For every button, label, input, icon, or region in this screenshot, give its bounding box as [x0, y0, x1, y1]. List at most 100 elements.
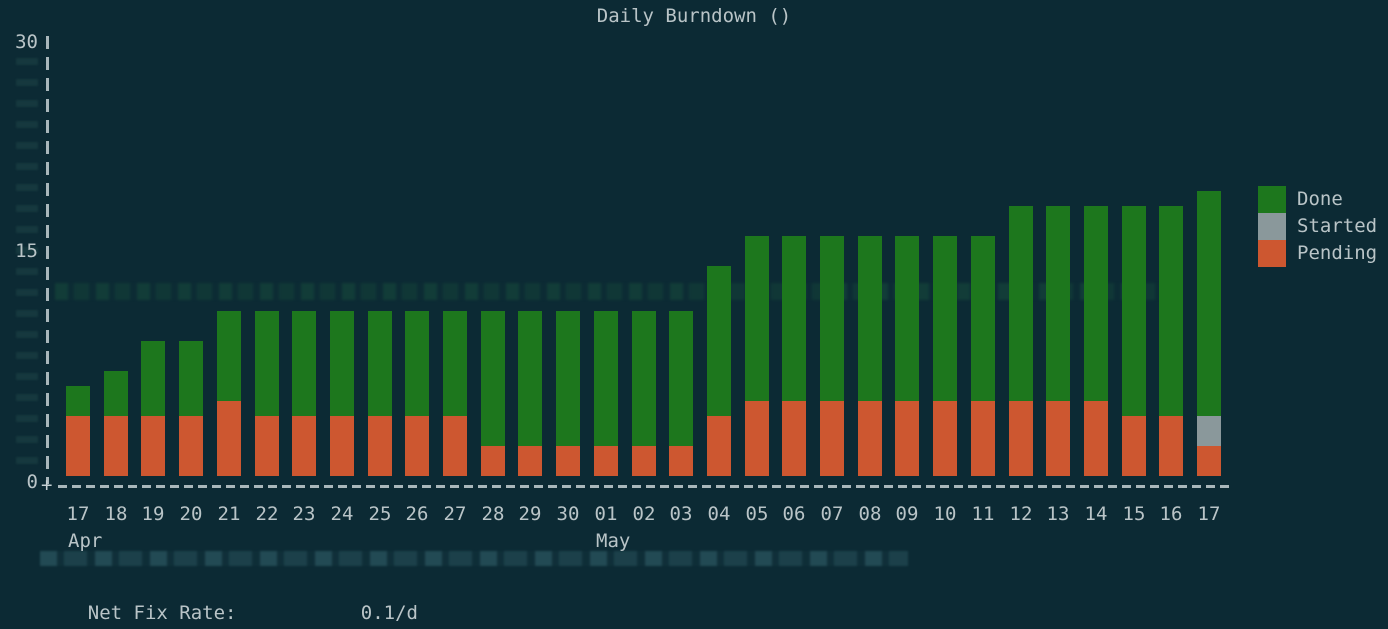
x-axis-tick-6: 23: [292, 503, 316, 525]
segment-done: [895, 236, 919, 401]
x-axis-tick-22: 09: [895, 503, 919, 525]
x-axis-tick-16: 03: [669, 503, 693, 525]
segment-done: [141, 341, 165, 416]
segment-done: [104, 371, 128, 416]
segment-done: [1197, 191, 1221, 416]
segment-pending: [217, 401, 241, 476]
bar-5-day-22: [255, 311, 279, 476]
bar-18-day-05: [745, 236, 769, 476]
segment-done: [443, 311, 467, 416]
segment-done: [745, 236, 769, 401]
y-axis-tick-0: 0: [26, 471, 38, 493]
bar-16-day-03: [669, 311, 693, 476]
x-axis-tick-18: 05: [745, 503, 769, 525]
segment-pending: [1122, 416, 1146, 476]
bar-19-day-06: [782, 236, 806, 476]
segment-done: [518, 311, 542, 446]
x-axis-tick-28: 15: [1122, 503, 1146, 525]
bar-7-day-24: [330, 311, 354, 476]
x-axis-tick-30: 17: [1197, 503, 1221, 525]
segment-done: [481, 311, 505, 446]
x-axis-tick-9: 26: [405, 503, 429, 525]
x-axis-tick-14: 01: [594, 503, 618, 525]
segment-done: [330, 311, 354, 416]
segment-done: [632, 311, 656, 446]
x-axis-tick-4: 21: [217, 503, 241, 525]
segment-pending: [971, 401, 995, 476]
x-axis-tick-27: 14: [1084, 503, 1108, 525]
x-axis-tick-3: 20: [179, 503, 203, 525]
bar-12-day-29: [518, 311, 542, 476]
bar-22-day-09: [895, 236, 919, 476]
bar-14-day-01: [594, 311, 618, 476]
segment-started: [1197, 416, 1221, 446]
x-axis-tick-0: 17: [66, 503, 90, 525]
segment-pending: [141, 416, 165, 476]
segment-pending: [1046, 401, 1070, 476]
x-axis-tick-17: 04: [707, 503, 731, 525]
bar-21-day-08: [858, 236, 882, 476]
x-axis-tick-2: 19: [141, 503, 165, 525]
chart-title: Daily Burndown (): [596, 5, 792, 27]
segment-done: [858, 236, 882, 401]
segment-pending: [594, 446, 618, 476]
x-axis-tick-24: 11: [971, 503, 995, 525]
bar-26-day-13: [1046, 206, 1070, 476]
x-axis-tick-7: 24: [330, 503, 354, 525]
segment-pending: [858, 401, 882, 476]
segment-done: [594, 311, 618, 446]
segment-pending: [1159, 416, 1183, 476]
net-fix-rate-label: Net Fix Rate:: [87, 602, 237, 624]
segment-done: [707, 266, 731, 416]
segment-done: [368, 311, 392, 416]
month-label-apr: Apr: [68, 530, 103, 552]
segment-done: [1159, 206, 1183, 416]
segment-done: [1009, 206, 1033, 401]
bar-4-day-21: [217, 311, 241, 476]
x-axis-tick-15: 02: [632, 503, 656, 525]
y-axis-tick-30: 30: [15, 31, 38, 53]
x-axis-tick-26: 13: [1046, 503, 1070, 525]
legend-swatch-pending: [1258, 240, 1286, 267]
bar-29-day-16: [1159, 206, 1183, 476]
segment-pending: [368, 416, 392, 476]
segment-pending: [66, 416, 90, 476]
axis-origin-marker: +: [41, 474, 53, 496]
bar-11-day-28: [481, 311, 505, 476]
segment-pending: [104, 416, 128, 476]
segment-pending: [405, 416, 429, 476]
segment-pending: [330, 416, 354, 476]
net-fix-rate-value: 0.1/d: [360, 602, 418, 624]
segment-done: [292, 311, 316, 416]
bar-20-day-07: [820, 236, 844, 476]
segment-pending: [933, 401, 957, 476]
segment-done: [669, 311, 693, 446]
legend-label-pending: Pending: [1297, 242, 1378, 264]
legend-label-done: Done: [1297, 188, 1343, 210]
x-axis-tick-12: 29: [518, 503, 542, 525]
segment-done: [1046, 206, 1070, 401]
bar-2-day-19: [141, 341, 165, 476]
x-axis-tick-29: 16: [1159, 503, 1183, 525]
bar-28-day-15: [1122, 206, 1146, 476]
segment-done: [933, 236, 957, 401]
segment-pending: [820, 401, 844, 476]
x-axis-tick-11: 28: [481, 503, 505, 525]
x-axis-tick-23: 10: [933, 503, 957, 525]
bar-24-day-11: [971, 236, 995, 476]
x-axis-tick-21: 08: [858, 503, 882, 525]
segment-done: [405, 311, 429, 416]
segment-pending: [179, 416, 203, 476]
x-axis-tick-8: 25: [368, 503, 392, 525]
segment-pending: [782, 401, 806, 476]
month-label-may: May: [596, 530, 631, 552]
segment-pending: [707, 416, 731, 476]
x-axis-tick-20: 07: [820, 503, 844, 525]
segment-pending: [443, 416, 467, 476]
bar-27-day-14: [1084, 206, 1108, 476]
bar-10-day-27: [443, 311, 467, 476]
x-axis-tick-19: 06: [782, 503, 806, 525]
segment-done: [1084, 206, 1108, 401]
segment-done: [179, 341, 203, 416]
